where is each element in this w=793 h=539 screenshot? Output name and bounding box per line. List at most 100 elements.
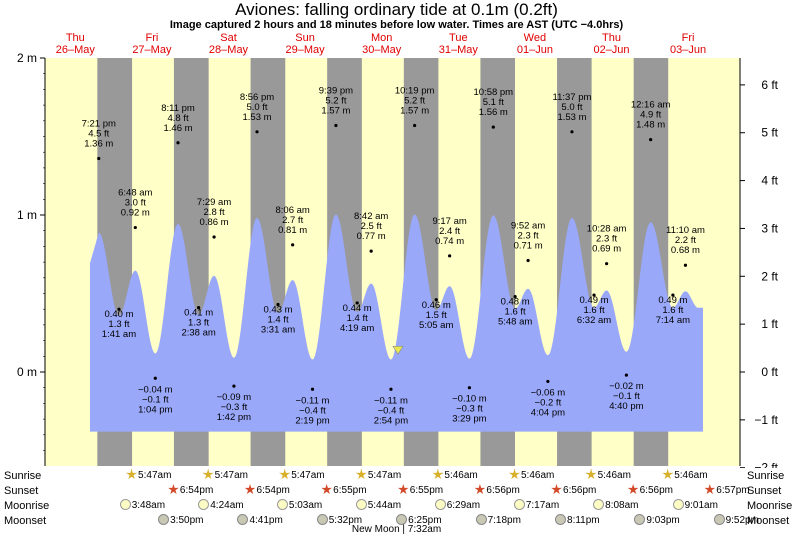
sunset-time: 6:54pm <box>179 485 214 496</box>
y-right-tick-label: 6 ft <box>761 78 778 92</box>
extreme-label: 7:14 am <box>656 315 690 326</box>
extreme-label: 0.46 m <box>422 300 451 311</box>
sunrise-time: 5:46am <box>674 470 708 481</box>
moonset-time: 6:25pm <box>408 515 442 526</box>
moonrise-event: 4:24am <box>198 499 244 511</box>
current-level-marker <box>392 346 404 355</box>
moonrise-icon <box>513 499 525 510</box>
extreme-label: 5.2 ft <box>325 96 346 107</box>
day-header-name: Mon <box>370 32 393 44</box>
extreme-point <box>197 306 201 310</box>
moonrise-event: 3:48am <box>119 499 165 511</box>
extreme-label: −0.4 ft <box>299 405 326 416</box>
moonset-icon <box>555 514 567 525</box>
extreme-label: 6:48 am <box>118 188 152 199</box>
extreme-label: 1.3 ft <box>108 319 129 330</box>
extreme-label: 2.4 ft <box>439 226 460 237</box>
moonset-event: 5:32pm <box>316 514 362 526</box>
extreme-point <box>491 125 495 129</box>
sunrise-icon <box>432 469 444 480</box>
extreme-label: 0.49 m <box>658 295 687 306</box>
extreme-label: 1.46 m <box>163 123 192 134</box>
sunset-icon <box>551 484 562 495</box>
sunrise-icon <box>202 469 214 480</box>
sunset-icon <box>397 484 409 495</box>
sunrise-event: 5:46am <box>585 469 631 481</box>
tide-area <box>90 214 703 432</box>
extreme-point <box>671 293 675 297</box>
extreme-label: 1.5 ft <box>426 310 447 321</box>
extreme-label: 1.53 m <box>242 112 271 123</box>
day-header-name: Thu <box>65 32 85 44</box>
moonrise-icon <box>198 499 210 510</box>
sunset-icon <box>244 484 256 495</box>
extreme-label: 0.81 m <box>278 225 307 236</box>
sunrise-time: 5:46am <box>521 470 555 481</box>
day-header-name: Tue <box>449 32 468 44</box>
y-right-tick-label: 2 ft <box>761 269 778 283</box>
moonrise-icon <box>355 499 367 510</box>
day-header-name: Thu <box>602 32 621 44</box>
extreme-label: 1.48 m <box>636 120 665 131</box>
extreme-label: 7:21 pm <box>82 118 116 129</box>
moonset-time: 7:18pm <box>487 515 521 526</box>
extreme-label: 8:06 am <box>275 205 309 216</box>
extreme-point <box>255 130 259 134</box>
y-left-tick-label: 1 m <box>17 208 37 222</box>
sunrise-event: 5:46am <box>509 469 554 481</box>
moonset-time: 9:52pm <box>725 515 759 526</box>
moonset-event: 9:52pm <box>713 514 759 526</box>
day-header-date: 30–May <box>362 44 402 56</box>
day-header: Fri 03–Jun <box>648 32 728 56</box>
extreme-label: 5.1 ft <box>483 97 504 108</box>
extreme-label: 4.8 ft <box>167 113 188 124</box>
sunrise-time: 5:47am <box>214 470 249 481</box>
moonrise-time: 9:01am <box>684 500 718 511</box>
extreme-point <box>683 263 688 267</box>
y-right-tick-label: 1 ft <box>761 317 778 331</box>
day-header: Thu 26–May <box>35 32 115 56</box>
day-header-date: 31–May <box>438 44 478 56</box>
moonrise-event: 9:01am <box>672 499 718 511</box>
day-header: Fri 27–May <box>112 32 192 56</box>
extreme-point <box>592 293 596 297</box>
extreme-label: 0.77 m <box>357 231 386 242</box>
extreme-label: 2.8 ft <box>204 207 225 218</box>
sunset-icon <box>168 484 179 495</box>
extreme-label: 2.3 ft <box>518 231 539 242</box>
moonrise-event: 6:29am <box>434 499 480 511</box>
day-header-date: 01–Jun <box>516 44 553 56</box>
extreme-point <box>605 262 609 266</box>
day-header: Wed 01–Jun <box>495 32 575 56</box>
sunrise-time: 5:47am <box>138 470 172 481</box>
moonset-icon <box>634 514 646 525</box>
extreme-label: 1.53 m <box>557 112 586 123</box>
sunset-icon <box>704 484 716 495</box>
sunset-time: 6:55pm <box>333 485 367 496</box>
tide-chart: 2 m 1 m 0 m 6 ft 5 ft 4 ft 3 ft 2 ft 1 ft 0 ft −1 … <box>17 51 779 468</box>
day-headers: Thu 26–May Fri 27–May Sat 28–May Sun 29–May Mon 3… <box>0 32 793 58</box>
moonset-icon <box>713 514 725 525</box>
extreme-label: 3:29 pm <box>452 414 486 425</box>
extreme-label: 0.44 m <box>343 303 372 314</box>
extreme-point <box>117 307 121 311</box>
sunset-time: 6:54pm <box>256 485 290 496</box>
y-right-tick-label: 0 ft <box>761 365 778 379</box>
extreme-label: 2:19 pm <box>295 415 329 426</box>
y-right-tick-label: 3 ft <box>761 221 778 235</box>
sunrise-event: 5:47am <box>279 469 325 481</box>
extreme-label: 1.36 m <box>84 138 113 149</box>
sunset-event: 6:55pm <box>321 484 367 496</box>
extreme-point <box>389 387 393 391</box>
extreme-label: 1.56 m <box>479 107 508 118</box>
moonrise-time: 8:08am <box>605 500 639 511</box>
sunrise-icon <box>585 469 597 480</box>
sunrise-icon <box>126 469 137 480</box>
extreme-point <box>212 235 216 239</box>
sunrise-time: 5:46am <box>444 470 478 481</box>
extreme-label: −0.1 ft <box>613 391 640 402</box>
moon-phase-note: New Moon | 7:32am <box>351 524 442 535</box>
moonrise-time: 5:03am <box>288 500 323 511</box>
extreme-label: 11:10 am <box>666 225 705 236</box>
extreme-label: 4:04 pm <box>531 407 565 418</box>
